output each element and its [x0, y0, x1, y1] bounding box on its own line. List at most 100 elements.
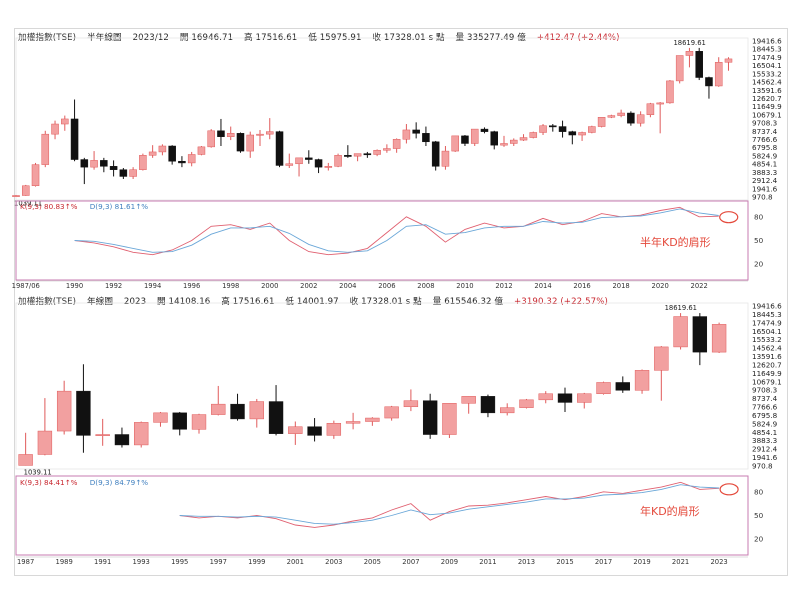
- chart2-y-tick: 11649.9: [752, 369, 782, 378]
- chart1-candle: [324, 162, 333, 171]
- chart2-candle-body: [403, 400, 419, 408]
- chart1-x-tick: 2020: [652, 282, 669, 290]
- chart1-x-tick: 1992: [105, 282, 122, 290]
- chart1-candle-body: [226, 133, 235, 137]
- chart1-candle-body: [373, 149, 381, 155]
- chart1-candle-body: [207, 130, 215, 148]
- chart1-x-tick: 1990: [66, 282, 83, 290]
- chart2-candle: [211, 385, 226, 416]
- chart1-candle: [558, 120, 567, 138]
- chart1-candle: [353, 153, 362, 162]
- chart2-kd-tick: 20: [754, 535, 764, 544]
- chart1-candle-body: [324, 166, 333, 168]
- chart2-k-label: K(9,3) 84.41↑%: [20, 478, 78, 487]
- chart1-candle-body: [695, 51, 703, 78]
- chart1-candle-body: [519, 137, 528, 141]
- chart1-candle: [636, 111, 645, 127]
- chart1-x-tick: 2010: [456, 282, 473, 290]
- chart1-candle-body: [217, 130, 225, 137]
- chart1-candle-body: [509, 139, 518, 144]
- chart2-candle-body: [692, 316, 708, 353]
- chart1-x-tick: 2008: [417, 282, 434, 290]
- chart1-candle-body: [470, 128, 479, 144]
- chart1-candle-body: [724, 58, 733, 63]
- chart-frame: [14, 28, 788, 576]
- chart1-candle: [100, 157, 108, 173]
- chart2-candle-body: [519, 399, 534, 408]
- chart1-x-tick: 2012: [495, 282, 512, 290]
- chart1-candle: [724, 57, 733, 71]
- chart1-candle-body: [168, 145, 176, 162]
- chart1-candle: [12, 195, 20, 197]
- chart2-header: 加權指數(TSE) 年線圖 2023 開 14108.16 高 17516.61…: [18, 295, 616, 307]
- chart1-y-tick: 14562.4: [752, 78, 782, 87]
- chart2-candle: [596, 381, 611, 395]
- chart1-candle-body: [529, 132, 538, 138]
- chart2-candle: [191, 413, 207, 434]
- chart1-candle-body: [90, 160, 98, 168]
- chart1-candle: [656, 102, 664, 134]
- chart1-x-tick: 1998: [222, 282, 239, 290]
- chart1-candle: [226, 126, 235, 141]
- chart1-candle-body: [588, 126, 596, 133]
- chart1-candle-body: [451, 135, 459, 152]
- chart1-candle-body: [295, 157, 303, 165]
- chart1-candle-body: [61, 118, 69, 125]
- chart1-candle: [41, 130, 50, 168]
- chart1-y-tick: 7766.6: [752, 135, 778, 144]
- chart1-candle: [588, 125, 596, 134]
- chart2-candle-body: [56, 390, 72, 432]
- chart2-x-tick: 2019: [633, 558, 650, 566]
- chart1-candle-body: [119, 169, 128, 177]
- chart1-x-tick: 1994: [144, 282, 161, 290]
- chart2-candle: [18, 432, 33, 466]
- chart2-candle: [37, 398, 53, 456]
- chart1-candle: [314, 158, 323, 174]
- chart1-candle: [705, 76, 713, 99]
- chart2-y-tick: 13591.6: [752, 352, 782, 361]
- chart1-candle-body: [578, 132, 586, 136]
- chart2-candle-body: [500, 407, 515, 414]
- chart1-candle-body: [12, 195, 20, 197]
- chart1-candle-body: [314, 159, 323, 168]
- chart2-low: 低 14001.97: [285, 297, 339, 307]
- chart2-y-tick: 10679.1: [752, 377, 782, 386]
- chart2-candle-body: [153, 412, 168, 423]
- chart2-x-tick: 2013: [518, 558, 535, 566]
- chart2-candle-body: [673, 316, 688, 348]
- chart1-candle-body: [627, 112, 635, 124]
- chart1-y-tick: 18445.3: [752, 45, 782, 54]
- chart1-candle-body: [158, 145, 167, 153]
- chart2-candle-body: [615, 382, 630, 391]
- chart2-x-tick: 1995: [171, 558, 188, 566]
- chart1-candle: [461, 135, 469, 147]
- chart1-y-tick: 4854.1: [752, 160, 777, 169]
- chart2-high: 高 17516.61: [221, 297, 275, 307]
- chart2-y-tick: 5824.9: [752, 419, 778, 428]
- chart1-candle-body: [607, 115, 616, 118]
- chart2-candle: [500, 403, 515, 416]
- chart1-candle-body: [392, 138, 401, 149]
- chart1-candle-body: [646, 103, 655, 115]
- chart2-candle: [268, 385, 284, 436]
- chart1-candle: [334, 153, 342, 168]
- chart1-candle-body: [236, 133, 245, 152]
- chart1-candle: [509, 138, 518, 147]
- chart2-y-tick: 8737.4: [752, 394, 778, 403]
- chart1-candle: [168, 145, 176, 165]
- chart1-candle-body: [558, 126, 567, 132]
- chart1-candle-body: [109, 166, 118, 170]
- chart1-candle-body: [305, 157, 313, 160]
- chart1-candle: [187, 151, 196, 167]
- chart2-y-tick: 15533.2: [752, 335, 782, 344]
- chart1-candle-body: [197, 146, 206, 155]
- chart1-candle-body: [714, 62, 723, 87]
- chart2-x-tick: 1989: [56, 558, 73, 566]
- chart1-candle-body: [490, 131, 499, 146]
- chart1-y-tick: 19416.6: [752, 37, 782, 46]
- chart2-candle-body: [95, 434, 110, 436]
- chart2-annotation: 年KD的肩形: [640, 505, 700, 518]
- chart2-x-tick: 2001: [287, 558, 304, 566]
- chart2-x-tick: 1997: [210, 558, 227, 566]
- chart1-candle-body: [21, 185, 30, 196]
